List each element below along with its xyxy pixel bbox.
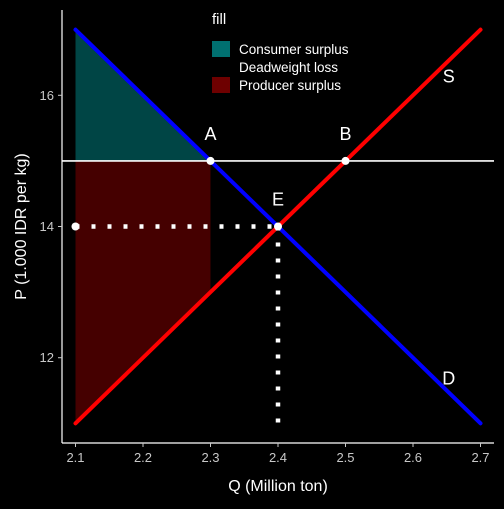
point-b-label: B [339,124,351,144]
equilibrium-points [71,156,350,231]
point-e [274,222,282,231]
y-tick-label: 14 [40,219,54,234]
producer-surplus-area [75,160,211,424]
legend-label: Deadweight loss [239,60,338,75]
legend-label: Consumer surplus [239,42,349,57]
supply-curve-label: S [443,67,455,87]
x-tick-label: 2.4 [269,450,287,465]
x-tick-label: 2.3 [201,450,219,465]
y-axis-title: P (1.000 IDR per kg) [13,153,30,299]
x-axis-title: Q (Million ton) [228,478,328,495]
legend-title: fill [212,11,226,28]
legend-label: Producer surplus [239,78,341,93]
x-tick-label: 2.6 [404,450,422,465]
guide-lines [75,224,281,424]
x-tick-label: 2.5 [336,450,354,465]
demand-curve-label: D [442,368,455,388]
legend-swatch [212,41,230,57]
point-b [341,156,350,165]
x-tick-label: 2.2 [134,450,152,465]
x-tick-label: 2.7 [471,450,489,465]
legend: fill Consumer surplus Deadweight loss Produ… [212,11,349,93]
point-price-axis [71,222,80,231]
axes: 2.1 2.2 2.3 2.4 2.5 2.6 2.7 12 14 16 Q (Million to… [13,10,494,495]
legend-swatch [212,77,230,93]
x-tick-label: 2.1 [66,450,84,465]
point-e-label: E [272,190,284,210]
y-tick-label: 12 [40,350,54,365]
point-a [206,156,215,165]
point-a-label: A [204,124,216,144]
annotations: A B E S D [204,67,455,389]
y-tick-label: 16 [40,88,54,103]
